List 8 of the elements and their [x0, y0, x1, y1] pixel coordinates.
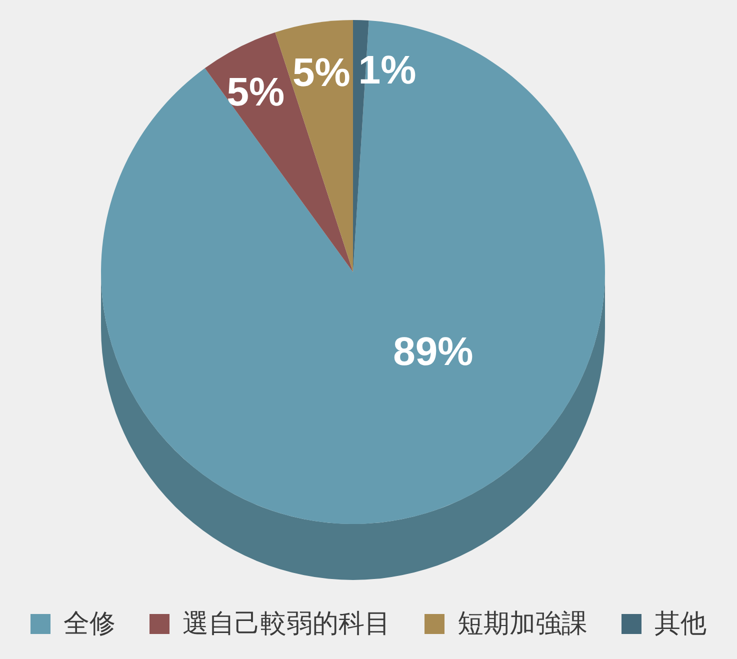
legend-label: 短期加強課 [458, 609, 588, 639]
data-label: 5% [292, 50, 350, 95]
legend-label: 其他 [654, 609, 706, 639]
data-label: 5% [226, 70, 285, 114]
legend-label: 選自己較弱的科目 [182, 609, 390, 639]
data-label: 1% [358, 48, 416, 92]
legend-label: 全修 [64, 609, 116, 639]
data-label: 89% [393, 330, 474, 374]
